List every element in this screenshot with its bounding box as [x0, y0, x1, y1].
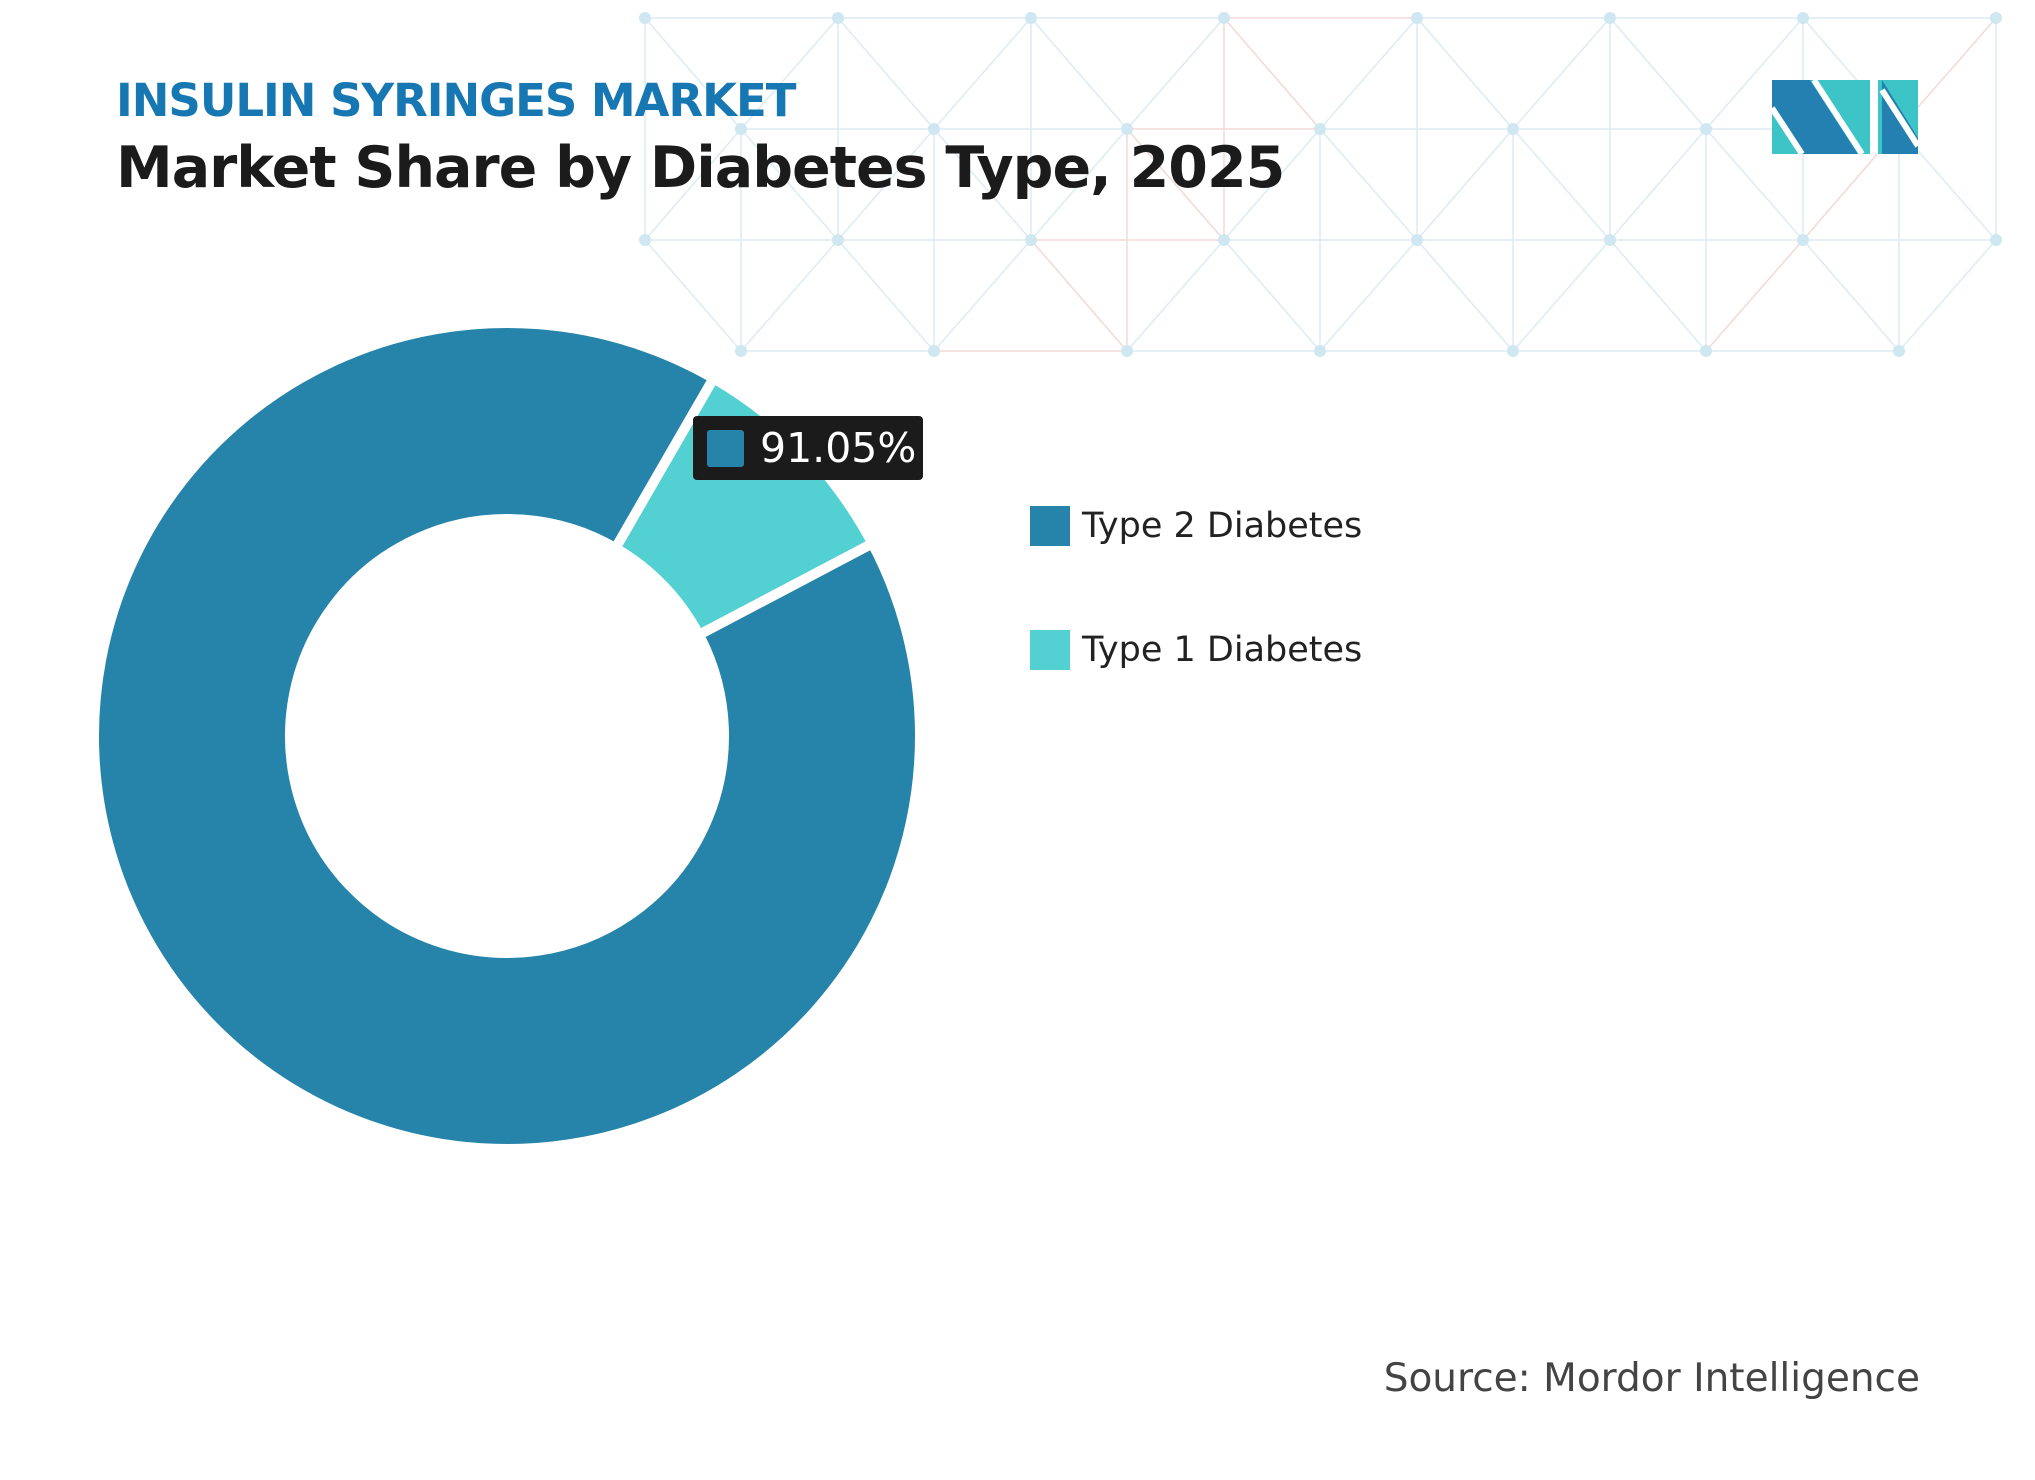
network-line: [1898, 239, 1997, 352]
network-line: [1126, 239, 1225, 352]
network-dot: [832, 12, 844, 24]
network-dot: [1218, 12, 1230, 24]
network-dot: [928, 123, 940, 135]
network-dot: [928, 345, 940, 357]
network-line: [1319, 239, 1418, 352]
value-tooltip: 91.05%: [693, 416, 923, 480]
mordor-logo-icon: [1772, 80, 1918, 154]
network-line: [644, 17, 742, 130]
network-dot: [1121, 345, 1133, 357]
network-dot: [1507, 345, 1519, 357]
network-dot: [1604, 12, 1616, 24]
network-line: [1126, 17, 1225, 130]
network-line: [1223, 17, 1321, 130]
network-line: [1512, 17, 1611, 130]
network-line: [1319, 128, 1418, 241]
legend-swatch: [1030, 630, 1070, 670]
network-dot: [1121, 123, 1133, 135]
legend-label: Type 2 Diabetes: [1082, 506, 1363, 546]
network-dot: [1797, 234, 1809, 246]
network-line: [837, 128, 935, 241]
network-line: [933, 128, 1032, 241]
network-dot: [735, 123, 747, 135]
network-dot: [1893, 345, 1905, 357]
tooltip-swatch: [707, 429, 744, 467]
network-line: [1609, 17, 1707, 130]
legend-item-type-1[interactable]: Type 1 Diabetes: [1030, 630, 1362, 670]
network-line: [1705, 17, 1804, 130]
network-line: [740, 239, 839, 352]
network-line: [1319, 17, 1418, 130]
network-line: [1512, 128, 1611, 241]
network-line: [1126, 128, 1225, 241]
network-line: [644, 239, 742, 352]
network-dot: [1411, 234, 1423, 246]
donut-slice-type-2-diabetes[interactable]: [89, 318, 925, 1154]
network-line: [1609, 239, 1707, 352]
network-dot: [1025, 234, 1037, 246]
network-dot: [735, 345, 747, 357]
network-dot: [832, 234, 844, 246]
network-dot: [1797, 12, 1809, 24]
network-line: [1512, 239, 1611, 352]
network-line: [1416, 17, 1514, 130]
network-dot: [1507, 123, 1519, 135]
network-dot: [639, 234, 651, 246]
network-line: [1223, 239, 1321, 352]
network-line: [1705, 128, 1804, 241]
network-line: [1030, 128, 1128, 241]
network-line: [740, 128, 839, 241]
network-line: [933, 17, 1032, 130]
network-dot: [1025, 12, 1037, 24]
tooltip-value: 91.05%: [760, 424, 917, 472]
network-dot: [1411, 12, 1423, 24]
legend-swatch: [1030, 506, 1070, 546]
network-line: [1223, 128, 1321, 241]
network-line: [837, 239, 935, 352]
network-dot: [1314, 345, 1326, 357]
network-line: [644, 128, 742, 241]
network-line: [740, 17, 839, 130]
chart-subtitle: INSULIN SYRINGES MARKET: [116, 74, 796, 127]
network-line: [1030, 239, 1128, 352]
network-line: [1416, 239, 1514, 352]
network-line: [1030, 17, 1128, 130]
source-note: Source: Mordor Intelligence: [1383, 1356, 1920, 1401]
network-line: [1609, 128, 1707, 241]
network-line: [933, 239, 1032, 352]
network-line: [837, 17, 935, 130]
network-line: [1802, 239, 1900, 352]
network-line: [1416, 128, 1514, 241]
network-dot: [1700, 345, 1712, 357]
legend-item-type-2[interactable]: Type 2 Diabetes: [1030, 506, 1362, 546]
network-dot: [1218, 234, 1230, 246]
chart-title: Market Share by Diabetes Type, 2025: [116, 135, 1285, 201]
network-dot: [1604, 234, 1616, 246]
network-dot: [1990, 12, 2002, 24]
network-dot: [1700, 123, 1712, 135]
network-dot: [1990, 234, 2002, 246]
network-dot: [639, 12, 651, 24]
network-line: [1705, 239, 1804, 352]
network-dot: [1314, 123, 1326, 135]
legend-label: Type 1 Diabetes: [1082, 630, 1363, 670]
